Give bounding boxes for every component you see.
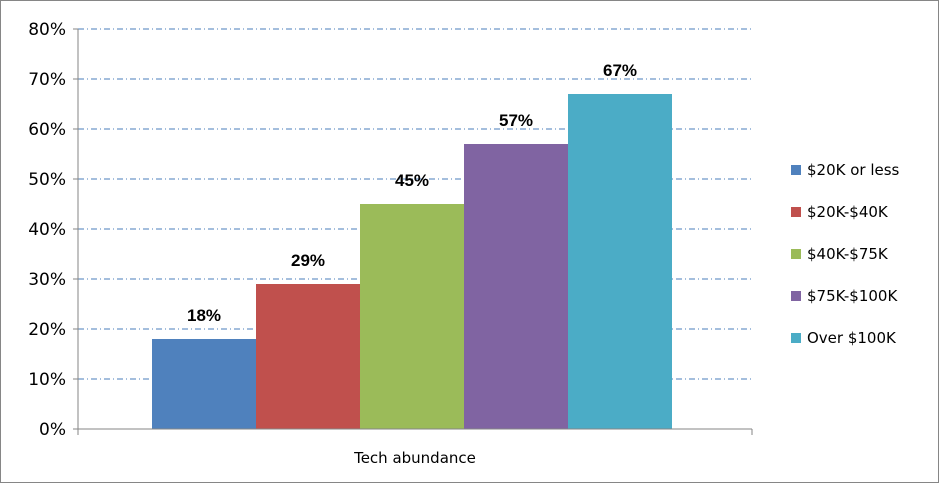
y-tick-label: 40% — [28, 220, 66, 240]
legend: $20K or less $20K-$40K $40K-$75K $75K-$100K… — [791, 149, 899, 359]
legend-label: $20K-$40K — [807, 203, 888, 221]
x-category-label: Tech abundance — [353, 449, 476, 467]
legend-label: $40K-$75K — [807, 245, 888, 263]
legend-swatch — [791, 291, 801, 301]
y-tick-label: 30% — [28, 270, 66, 290]
data-label: 29% — [291, 251, 325, 270]
y-tick-label: 50% — [28, 170, 66, 190]
y-tick-label: 20% — [28, 320, 66, 340]
bar-3 — [464, 144, 568, 429]
data-label: 67% — [603, 61, 637, 80]
legend-swatch — [791, 165, 801, 175]
data-label: 45% — [395, 171, 429, 190]
y-tick-label: 0% — [39, 420, 66, 440]
bar-2 — [360, 204, 464, 429]
bar-0 — [152, 339, 256, 429]
y-tick-label: 10% — [28, 370, 66, 390]
legend-item: $20K or less — [791, 149, 899, 191]
legend-item: $40K-$75K — [791, 233, 899, 275]
legend-item: Over $100K — [791, 317, 899, 359]
legend-item: $20K-$40K — [791, 191, 899, 233]
legend-label: $20K or less — [807, 161, 900, 179]
legend-swatch — [791, 333, 801, 343]
y-tick-label: 60% — [28, 120, 66, 140]
data-label: 18% — [187, 306, 221, 325]
y-tick-label: 80% — [28, 20, 66, 40]
legend-label: $75K-$100K — [807, 287, 898, 305]
data-label: 57% — [499, 111, 533, 130]
legend-swatch — [791, 249, 801, 259]
legend-label: Over $100K — [807, 329, 896, 347]
y-tick-label: 70% — [28, 70, 66, 90]
legend-item: $75K-$100K — [791, 275, 899, 317]
bar-1 — [256, 284, 360, 429]
bar-4 — [568, 94, 672, 429]
legend-swatch — [791, 207, 801, 217]
